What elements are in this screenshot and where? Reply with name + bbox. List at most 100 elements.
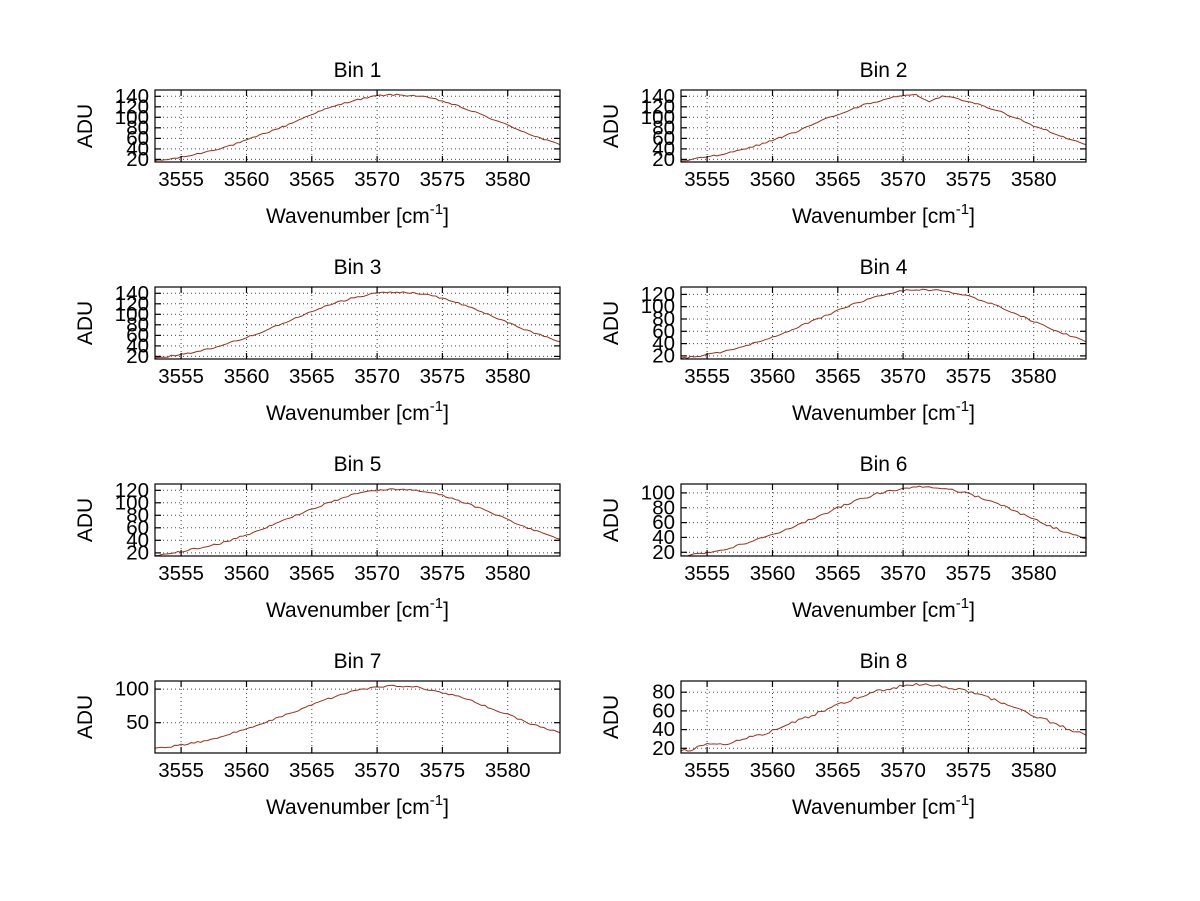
x-axis-label: Wavenumber [cm-1] (792, 201, 975, 228)
subplot-bin-5: Bin 5 3555 3560 3565 3570 3575 3580 20406080100… (74, 453, 561, 622)
y-tick-label: 140 (641, 85, 675, 108)
x-tick-label: 3570 (354, 365, 400, 388)
x-tick-label: 3570 (354, 562, 400, 585)
x-tick-label: 3560 (750, 759, 796, 782)
x-tick-label: 3555 (158, 562, 204, 585)
y-tick-label: 40 (126, 334, 149, 357)
x-tick-label: 3575 (420, 759, 466, 782)
y-tick-label: 100 (115, 106, 149, 129)
y-tick-label: 80 (126, 313, 149, 336)
subplot-bin-7: Bin 7 3555 3560 3565 3570 3575 3580 50 100 ADU Wav… (74, 650, 561, 819)
x-tick-label: 3560 (224, 168, 270, 191)
y-tick-label: 80 (652, 116, 675, 139)
y-axis-label: ADU (600, 104, 623, 148)
x-tick-label: 3560 (224, 759, 270, 782)
axes-box (154, 89, 561, 163)
x-tick-label: 3565 (815, 168, 861, 191)
x-tick-label: 3560 (750, 365, 796, 388)
x-tick-label: 3580 (485, 562, 531, 585)
spectrum-line (680, 93, 1087, 162)
y-tick-label: 100 (641, 106, 675, 129)
y-tick-label: 60 (126, 324, 149, 347)
axes-box (680, 89, 1087, 163)
spectrum-line (680, 682, 1087, 752)
x-tick-label: 3575 (420, 365, 466, 388)
x-tick-label: 3565 (289, 759, 335, 782)
subplot-title: Bin 7 (334, 650, 382, 673)
axes-box (154, 286, 561, 360)
x-tick-label: 3580 (485, 759, 531, 782)
x-tick-label: 3570 (880, 168, 926, 191)
y-tick-label: 120 (641, 283, 675, 306)
y-tick-label: 20 (652, 541, 675, 564)
y-tick-label: 20 (126, 541, 149, 564)
subplot-title: Bin 3 (334, 256, 382, 279)
axes-box (154, 483, 561, 557)
subplot-bin-6: Bin 6 3555 3560 3565 3570 3575 3580 20406080100… (600, 453, 1087, 622)
x-tick-label: 3570 (880, 562, 926, 585)
x-axis-label: Wavenumber [cm-1] (266, 398, 449, 425)
x-axis-label: Wavenumber [cm-1] (792, 792, 975, 819)
y-axis-label: ADU (74, 301, 97, 345)
x-tick-label: 3555 (684, 365, 730, 388)
y-tick-label: 100 (115, 491, 149, 514)
y-axis-label: ADU (600, 301, 623, 345)
y-tick-label: 120 (115, 95, 149, 118)
y-tick-label: 60 (652, 699, 675, 722)
x-axis-label: Wavenumber [cm-1] (266, 595, 449, 622)
y-axis-label: ADU (600, 695, 623, 739)
y-tick-label: 140 (115, 85, 149, 108)
axes-box (154, 680, 561, 754)
subplot-title: Bin 2 (860, 59, 908, 82)
subplot-title: Bin 5 (334, 453, 382, 476)
y-tick-label: 100 (641, 295, 675, 318)
spectrum-line (680, 485, 1087, 557)
axes-box (680, 286, 1087, 360)
x-tick-label: 3565 (815, 365, 861, 388)
x-tick-label: 3565 (815, 759, 861, 782)
x-tick-label: 3570 (880, 365, 926, 388)
y-tick-label: 60 (652, 320, 675, 343)
spectrum-line (680, 288, 1087, 359)
x-tick-label: 3580 (1011, 365, 1057, 388)
y-axis-label: ADU (74, 498, 97, 542)
y-tick-label: 80 (126, 116, 149, 139)
y-tick-label: 40 (652, 332, 675, 355)
spectrum-line (154, 291, 561, 359)
x-tick-label: 3560 (750, 168, 796, 191)
y-tick-label: 40 (126, 137, 149, 160)
x-tick-label: 3555 (684, 168, 730, 191)
x-tick-label: 3580 (1011, 562, 1057, 585)
x-tick-label: 3555 (158, 365, 204, 388)
y-tick-label: 40 (126, 529, 149, 552)
x-tick-label: 3565 (815, 562, 861, 585)
x-tick-label: 3555 (684, 759, 730, 782)
x-tick-label: 3565 (289, 562, 335, 585)
y-tick-label: 60 (126, 127, 149, 150)
x-tick-label: 3575 (420, 562, 466, 585)
subplot-title: Bin 1 (334, 59, 382, 82)
subplot-bin-3: Bin 3 3555 3560 3565 3570 3575 3580 20406080100… (74, 256, 561, 425)
y-tick-label: 120 (115, 292, 149, 315)
y-tick-label: 80 (126, 504, 149, 527)
x-tick-label: 3560 (224, 365, 270, 388)
spectrum-line (154, 488, 561, 557)
x-axis-label: Wavenumber [cm-1] (266, 201, 449, 228)
y-tick-label: 100 (641, 481, 675, 504)
y-tick-label: 20 (652, 148, 675, 171)
x-tick-label: 3575 (946, 759, 992, 782)
x-tick-label: 3560 (224, 562, 270, 585)
x-tick-label: 3565 (289, 365, 335, 388)
x-tick-label: 3555 (158, 168, 204, 191)
subplot-bin-1: Bin 1 3555 3560 3565 3570 3575 3580 20406080100… (74, 59, 561, 228)
x-tick-label: 3580 (1011, 759, 1057, 782)
y-tick-label: 20 (652, 344, 675, 367)
y-tick-label: 60 (126, 516, 149, 539)
subplot-title: Bin 4 (860, 256, 908, 279)
x-tick-label: 3580 (485, 168, 531, 191)
y-tick-label: 50 (126, 711, 149, 734)
x-axis-label: Wavenumber [cm-1] (792, 595, 975, 622)
subplot-bin-4: Bin 4 3555 3560 3565 3570 3575 3580 20406080100… (600, 256, 1087, 425)
